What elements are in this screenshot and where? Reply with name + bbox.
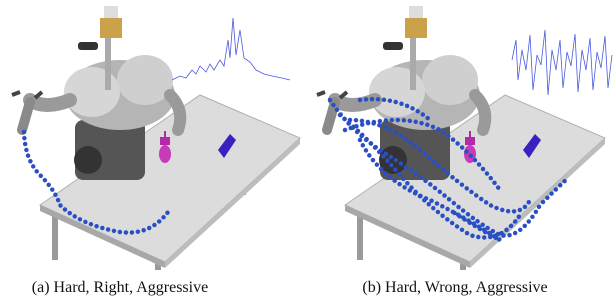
caption-a: (a) Hard, Right, Aggressive [32, 279, 208, 296]
panel-b-image [317, 6, 612, 270]
panel-a-image [12, 6, 300, 270]
figure: (a) Hard, Right, Aggressive (b) Hard, Wr… [0, 0, 615, 308]
caption-b: (b) Hard, Wrong, Aggressive [362, 279, 547, 296]
